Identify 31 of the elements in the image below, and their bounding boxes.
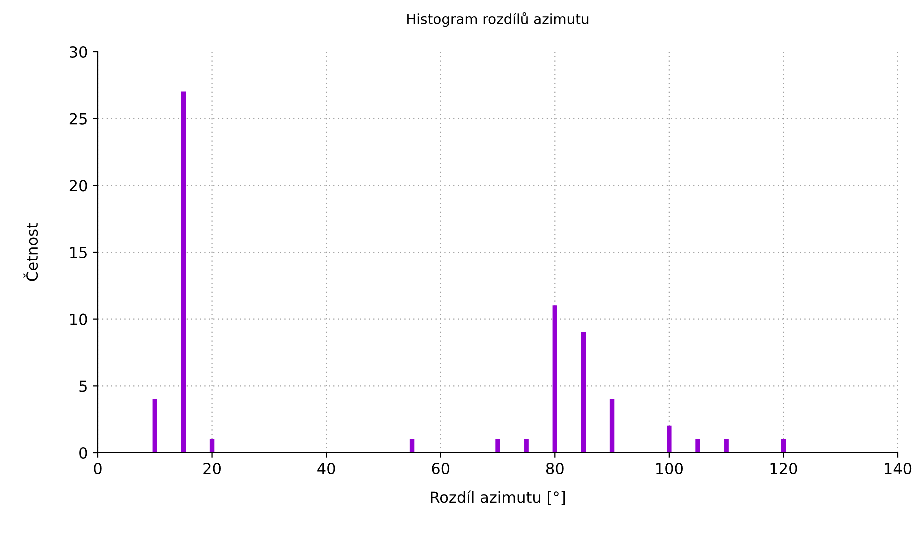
bar (210, 439, 215, 453)
bar (610, 399, 615, 453)
x-tick-label: 100 (656, 462, 683, 475)
x-tick-label: 60 (432, 462, 450, 475)
bar (181, 92, 186, 453)
y-axis-title: Četnost (24, 223, 38, 282)
bar (724, 439, 729, 453)
x-axis-title: Rozdíl azimutu [°] (431, 490, 565, 506)
x-tick-label: 140 (885, 462, 912, 475)
bar (667, 426, 672, 453)
x-tick-label: 80 (546, 462, 564, 475)
x-tick-label: 0 (94, 462, 102, 475)
y-tick-label: 15 (70, 247, 87, 259)
y-tick-label: 30 (70, 46, 88, 58)
y-tick-label: 0 (80, 447, 88, 460)
x-tick-label: 20 (204, 462, 221, 475)
x-tick-label: 40 (318, 462, 336, 475)
bar (581, 332, 586, 453)
y-tick-label: 5 (80, 380, 87, 392)
bar (524, 439, 529, 453)
bar (696, 439, 700, 453)
bar (781, 439, 786, 453)
bar (552, 306, 558, 453)
bar (410, 439, 415, 453)
chart-title: Histogram rozdílů azimutu (408, 12, 589, 28)
y-tick-label: 20 (70, 180, 88, 192)
bar (496, 439, 500, 453)
x-tick-label: 120 (770, 462, 798, 475)
y-tick-label: 25 (70, 113, 87, 125)
y-tick-label: 10 (70, 314, 88, 326)
bar (152, 399, 158, 453)
